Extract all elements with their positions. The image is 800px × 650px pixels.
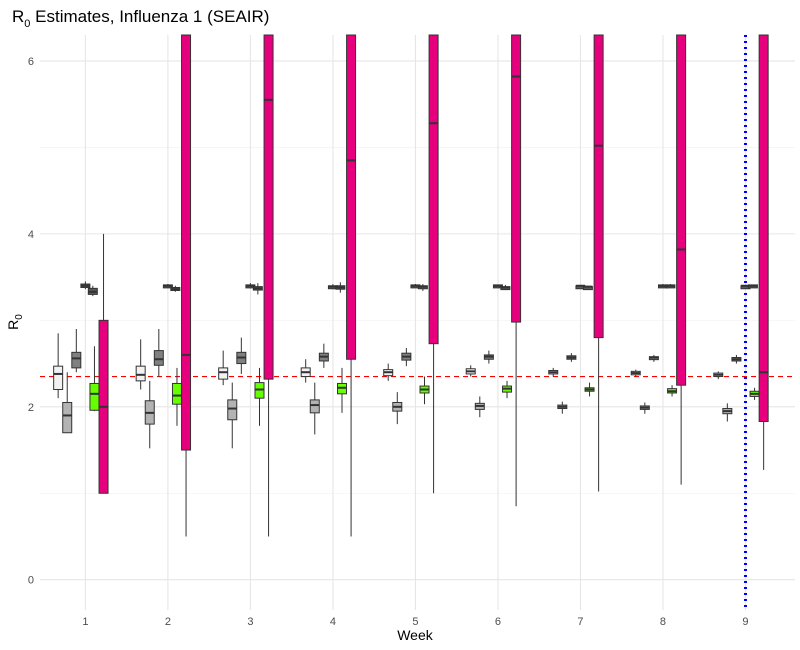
box-model-1-week-2: [135, 339, 146, 390]
box-model-1-week-6: [465, 365, 476, 377]
x-tick-label: 2: [165, 616, 171, 628]
box-body: [428, 34, 439, 345]
box-model-5-week-8: [667, 385, 678, 397]
box-body: [758, 34, 769, 423]
box-body: [676, 34, 687, 386]
box-model-5-week-1: [89, 346, 100, 412]
x-tick-label: 9: [742, 616, 748, 628]
box-model-5-week-5: [419, 376, 430, 405]
y-axis-title: R0: [5, 314, 25, 330]
box-body: [89, 382, 100, 411]
box-model-2-week-9: [722, 403, 733, 422]
box-model-3-week-1: [71, 328, 82, 373]
box-model-1-week-3: [218, 350, 229, 386]
box-model-6-week-2: [181, 34, 192, 537]
box-model-4-week-8: [665, 284, 676, 289]
box-model-2-week-4: [309, 382, 320, 435]
box-body: [309, 399, 320, 414]
box-model-2-week-3: [227, 382, 238, 449]
box-model-2-week-2: [144, 380, 155, 449]
box-model-1-week-9: [713, 371, 724, 380]
box-model-6-week-9: [758, 34, 769, 470]
box-model-5-week-2: [171, 367, 182, 426]
box-model-2-week-8: [639, 402, 650, 414]
chart-title-rest: Estimates, Influenza 1 (SEAIR): [30, 7, 269, 26]
x-tick-label: 5: [412, 616, 418, 628]
grid-lines: [40, 35, 795, 610]
box-body: [511, 34, 522, 323]
y-tick-label: 6: [28, 56, 34, 68]
box-body: [593, 34, 604, 339]
box-body: [181, 34, 192, 451]
box-model-6-week-1: [98, 233, 109, 494]
box-model-4-week-7: [582, 285, 593, 291]
y-axis-title-r: R: [5, 320, 21, 330]
box-model-4-week-4: [335, 282, 346, 293]
box-marks: [53, 34, 769, 537]
x-tick-label: 3: [247, 616, 253, 628]
box-model-1-week-1: [53, 333, 64, 399]
box-model-4-week-5: [417, 284, 428, 291]
x-tick-label: 6: [495, 616, 501, 628]
box-model-1-week-7: [548, 367, 559, 377]
box-model-2-week-1: [62, 372, 73, 434]
box-body: [62, 401, 73, 434]
box-body: [263, 34, 274, 380]
box-model-3-week-7: [566, 353, 577, 362]
box-model-5-week-7: [584, 382, 595, 397]
box-model-2-week-5: [392, 392, 403, 425]
box-model-3-week-8: [648, 354, 659, 362]
box-model-4-week-1: [80, 281, 91, 290]
box-model-6-week-8: [676, 34, 687, 485]
box-model-3-week-4: [318, 343, 329, 368]
y-axis-title-subscript: 0: [14, 314, 25, 320]
box-model-6-week-4: [346, 34, 357, 537]
box-model-3-week-2: [153, 328, 164, 377]
chart-title-r: R: [12, 7, 24, 26]
axes: 0 2 4 6 1 2 3 4 5 6 7 8 9: [28, 56, 749, 628]
y-tick-label: 0: [28, 575, 34, 587]
box-model-3-week-5: [401, 348, 412, 367]
box-body: [153, 350, 164, 366]
box-model-6-week-6: [511, 34, 522, 507]
box-body: [171, 382, 182, 405]
box-model-4-week-1: [87, 285, 98, 297]
box-model-6-week-7: [593, 34, 604, 492]
box-body: [346, 34, 357, 360]
box-model-6-week-3: [263, 34, 274, 537]
x-tick-label: 4: [330, 616, 336, 628]
y-tick-label: 4: [28, 229, 34, 241]
box-model-6-week-5: [428, 34, 439, 494]
box-model-1-week-8: [630, 369, 641, 377]
box-model-2-week-7: [557, 401, 568, 414]
box-body: [71, 351, 82, 369]
box-model-4-week-9: [747, 284, 758, 289]
box-body: [218, 367, 229, 380]
x-axis-title: Week: [397, 627, 434, 643]
box-model-3-week-3: [236, 337, 247, 374]
box-body: [53, 365, 64, 391]
x-tick-label: 7: [577, 616, 583, 628]
box-model-5-week-6: [502, 380, 513, 399]
box-model-1-week-5: [383, 363, 394, 381]
chart-title: R0 Estimates, Influenza 1 (SEAIR): [12, 7, 269, 30]
y-tick-label: 2: [28, 402, 34, 414]
box-model-4-week-2: [170, 285, 181, 292]
x-tick-label: 8: [660, 616, 666, 628]
x-tick-label: 1: [82, 616, 88, 628]
box-body: [135, 365, 146, 382]
box-model-1-week-4: [300, 359, 311, 383]
box-model-4-week-2: [162, 284, 173, 289]
chart-title-subscript: 0: [24, 18, 30, 30]
box-model-2-week-6: [474, 396, 485, 418]
box-model-5-week-4: [337, 367, 347, 413]
box-model-4-week-6: [500, 284, 511, 291]
box-model-5-week-3: [254, 367, 265, 426]
box-model-3-week-6: [483, 350, 494, 364]
box-model-3-week-9: [731, 354, 742, 364]
box-body: [227, 399, 238, 421]
box-model-4-week-3: [252, 283, 263, 295]
